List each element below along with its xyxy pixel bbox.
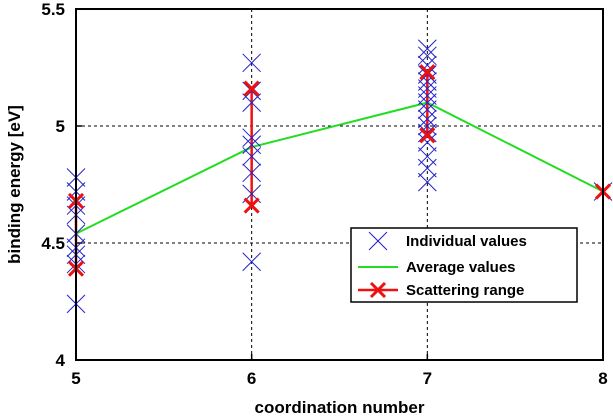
plot-frame — [75, 8, 604, 361]
individual-value-point — [417, 172, 437, 192]
individual-value-point-stroke-b — [242, 81, 262, 101]
individual-value-point-stroke-b — [242, 135, 262, 155]
individual-value-point — [417, 123, 437, 143]
individual-value-point-stroke-b — [417, 133, 437, 152]
individual-value-point — [242, 81, 262, 101]
x-tick-label: 8 — [598, 369, 607, 388]
individual-value-point — [417, 109, 437, 129]
individual-value-point — [417, 79, 437, 98]
legend-scattering-x — [369, 281, 387, 299]
individual-value-point-stroke-b — [417, 39, 437, 59]
individual-value-point — [417, 39, 437, 59]
scattering-range-min-marker — [243, 197, 260, 214]
individual-value-point-stroke-b — [417, 100, 437, 119]
individual-value-point-stroke-b — [417, 46, 437, 66]
individual-value-point — [417, 116, 437, 136]
individual-value-point-stroke-b — [417, 72, 437, 91]
individual-values-layer — [66, 39, 613, 314]
y-tick-label: 5 — [56, 117, 65, 136]
individual-value-point — [417, 93, 437, 112]
x-tick-label: 6 — [247, 369, 256, 388]
individual-value-point — [417, 55, 437, 75]
individual-value-point — [417, 72, 437, 91]
individual-value-point — [417, 133, 437, 152]
average-values-line — [75, 101, 604, 235]
legend-scattering-label: Scattering range — [406, 282, 524, 299]
legend-individual-marker — [368, 231, 388, 251]
legend-individual-label: Individual values — [406, 233, 527, 250]
individual-value-point-stroke-b — [417, 147, 437, 166]
y-tick-label: 4 — [56, 351, 66, 370]
individual-value-point — [417, 46, 437, 66]
scattering-range-min-marker-stroke-b — [419, 127, 436, 144]
average-line-layer — [75, 101, 604, 235]
y-tick-label: 5.5 — [41, 0, 65, 19]
y-tick-label: 4.5 — [41, 234, 65, 253]
individual-value-point-stroke-b — [417, 172, 437, 192]
individual-value-point-stroke-b — [417, 109, 437, 129]
x-axis-title: coordination number — [255, 398, 425, 417]
individual-value-point-stroke-b — [242, 53, 262, 73]
individual-value-point — [242, 135, 262, 155]
individual-value-point — [417, 86, 437, 105]
scattering-range-max-marker-stroke-b — [243, 80, 260, 97]
legend-average-label: Average values — [406, 259, 516, 276]
individual-value-point-stroke-b — [242, 128, 262, 148]
scattering-range-max-marker — [243, 80, 260, 97]
y-axis-title: binding energy [eV] — [5, 105, 24, 264]
legend-individual-x-stroke-b — [368, 231, 388, 251]
individual-value-point-stroke-b — [242, 163, 262, 183]
legend-individual-x — [368, 231, 388, 251]
individual-value-point — [242, 128, 262, 148]
individual-value-point-stroke-b — [417, 93, 437, 112]
individual-value-point-stroke-b — [417, 55, 437, 75]
individual-value-point-stroke-b — [417, 79, 437, 98]
individual-value-point — [242, 252, 262, 272]
individual-value-point-stroke-b — [417, 86, 437, 105]
legend-scattering-x-stroke-b — [369, 281, 387, 299]
individual-value-point — [242, 163, 262, 183]
x-tick-label: 5 — [71, 369, 80, 388]
individual-value-point — [417, 147, 437, 166]
plot-background — [76, 9, 603, 360]
individual-value-point-stroke-b — [417, 123, 437, 143]
individual-value-point — [242, 53, 262, 73]
individual-value-point — [417, 65, 437, 84]
individual-value-point-stroke-b — [417, 65, 437, 84]
legend: Individual values Average values Scatter… — [350, 227, 578, 303]
scattering-range-min-marker — [419, 127, 436, 144]
scattering-range-max-marker-stroke-b — [419, 64, 436, 81]
x-tick-label: 7 — [423, 369, 432, 388]
individual-value-point-stroke-b — [242, 252, 262, 272]
individual-value-point — [417, 100, 437, 119]
scattering-range-min-marker-stroke-b — [243, 197, 260, 214]
legend-scattering-marker — [358, 281, 398, 299]
individual-value-point-stroke-b — [417, 116, 437, 136]
scattering-range-max-marker — [419, 64, 436, 81]
